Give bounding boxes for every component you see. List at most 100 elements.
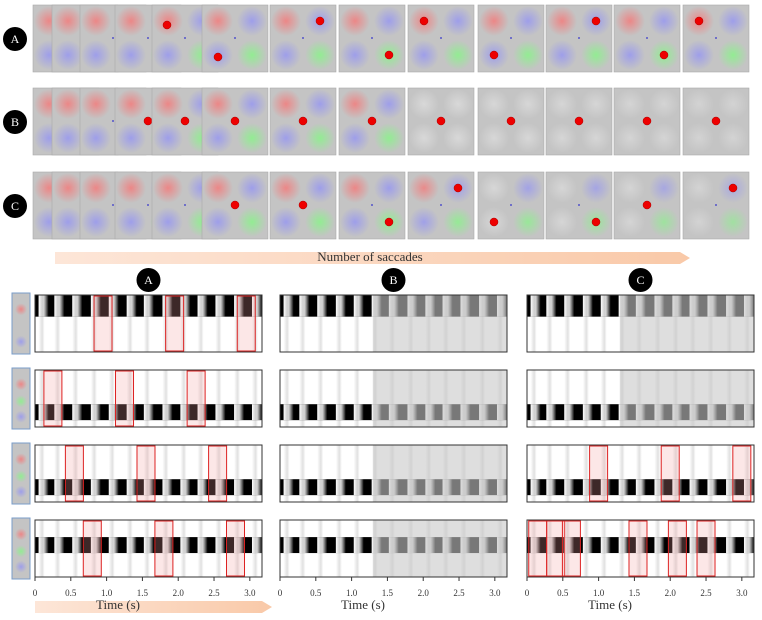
fixation bbox=[510, 204, 512, 206]
saccade-trace bbox=[38, 520, 45, 577]
saccade-trace bbox=[162, 520, 169, 577]
fixation bbox=[371, 204, 373, 206]
target-blob bbox=[615, 89, 645, 119]
saccade-trace bbox=[126, 520, 133, 577]
target-blob bbox=[374, 173, 404, 203]
x-tick-label: 1.5 bbox=[137, 588, 149, 598]
target-blob bbox=[81, 6, 111, 36]
thumb-blob bbox=[15, 528, 27, 541]
belief-panel bbox=[526, 444, 755, 503]
saccade-trace bbox=[317, 295, 324, 352]
saccade-trace bbox=[143, 445, 150, 502]
uncertainty-fade bbox=[620, 295, 754, 352]
target-blob bbox=[237, 173, 267, 203]
saccade-rows: A B C bbox=[3, 4, 750, 240]
frame bbox=[269, 4, 337, 73]
saccade-trace bbox=[707, 520, 714, 577]
saccade-trace bbox=[38, 370, 45, 427]
target-blob bbox=[271, 123, 301, 153]
fixation bbox=[112, 204, 114, 206]
panel-border bbox=[279, 519, 508, 578]
target-blob bbox=[684, 207, 714, 237]
x-tick-label: 2.5 bbox=[208, 588, 220, 598]
x-tick-label: 1.5 bbox=[382, 588, 394, 598]
belief-panel bbox=[11, 367, 263, 430]
saccade-trace bbox=[283, 520, 290, 577]
saccade-trace bbox=[672, 520, 679, 577]
column-badge bbox=[136, 268, 161, 292]
target-blob bbox=[340, 123, 370, 153]
saccade-trace bbox=[564, 445, 571, 502]
row-label: C bbox=[11, 199, 19, 213]
fixation bbox=[302, 37, 304, 39]
target-blob bbox=[513, 40, 543, 70]
fixation bbox=[440, 37, 442, 39]
fixation-box bbox=[226, 520, 246, 577]
frame bbox=[201, 87, 269, 156]
thumb-blob bbox=[15, 453, 27, 466]
fixation bbox=[715, 204, 717, 206]
target-blob bbox=[513, 173, 543, 203]
saccade-trace bbox=[54, 370, 61, 427]
belief-panel bbox=[526, 519, 755, 578]
target-blob bbox=[547, 173, 577, 203]
saccade-trace bbox=[317, 520, 324, 577]
thumb-blob bbox=[15, 335, 27, 348]
fixation-box bbox=[667, 520, 687, 577]
gaze-dot bbox=[143, 116, 153, 126]
panel-border bbox=[279, 444, 508, 503]
fixation-box bbox=[165, 295, 185, 352]
saccade-trace bbox=[143, 520, 150, 577]
target-blob bbox=[305, 173, 335, 203]
saccade-trace bbox=[234, 370, 241, 427]
saccade-trace bbox=[530, 445, 537, 502]
frame bbox=[545, 4, 613, 73]
saccade-trace bbox=[546, 445, 553, 502]
saccade-trace bbox=[618, 520, 625, 577]
saccade-trace bbox=[234, 520, 241, 577]
saccade-trace bbox=[743, 520, 750, 577]
thumb-blob bbox=[15, 545, 27, 558]
x-tick-label: 2.0 bbox=[665, 588, 677, 598]
frame bbox=[613, 87, 681, 156]
target-blob bbox=[409, 89, 439, 119]
target-blob bbox=[513, 6, 543, 36]
thumb-blob bbox=[15, 485, 27, 498]
saccade-trace bbox=[353, 295, 360, 352]
saccade-trace bbox=[743, 445, 750, 502]
fixation-box bbox=[186, 370, 206, 427]
saccade-trace bbox=[215, 520, 222, 577]
uncertainty-fade bbox=[373, 445, 507, 502]
fixation-box bbox=[115, 370, 135, 427]
x-axis-label: Time (s) bbox=[341, 597, 385, 612]
thumb-blob bbox=[15, 470, 27, 483]
x-tick-label: 2.0 bbox=[418, 588, 430, 598]
saccade-trace bbox=[600, 295, 607, 352]
fixation-box bbox=[136, 445, 156, 502]
saccade-trace bbox=[54, 520, 61, 577]
saccade-trace bbox=[335, 370, 342, 427]
x-tick-label: 3.0 bbox=[736, 588, 748, 598]
target-blob bbox=[513, 89, 543, 119]
x-tick-label: 0.5 bbox=[65, 588, 77, 598]
target-blob bbox=[340, 40, 370, 70]
target-blob bbox=[81, 40, 111, 70]
x-tick-label: 2.5 bbox=[700, 588, 712, 598]
frame bbox=[682, 87, 750, 156]
target-blob bbox=[53, 6, 83, 36]
gaze-dot bbox=[384, 50, 394, 60]
saccade-trace bbox=[251, 520, 258, 577]
saccade-trace bbox=[726, 445, 733, 502]
saccade-trace bbox=[546, 295, 553, 352]
frame bbox=[338, 87, 406, 156]
column-badge bbox=[381, 268, 406, 292]
column-badge bbox=[628, 268, 653, 292]
panel-border bbox=[526, 519, 755, 578]
saccade-trace bbox=[126, 370, 133, 427]
saccade-trace bbox=[564, 295, 571, 352]
x-tick-label: 0.5 bbox=[557, 588, 569, 598]
saccade-trace bbox=[72, 445, 79, 502]
target-blob bbox=[684, 173, 714, 203]
belief-panel bbox=[11, 442, 263, 505]
target-blob bbox=[443, 89, 473, 119]
